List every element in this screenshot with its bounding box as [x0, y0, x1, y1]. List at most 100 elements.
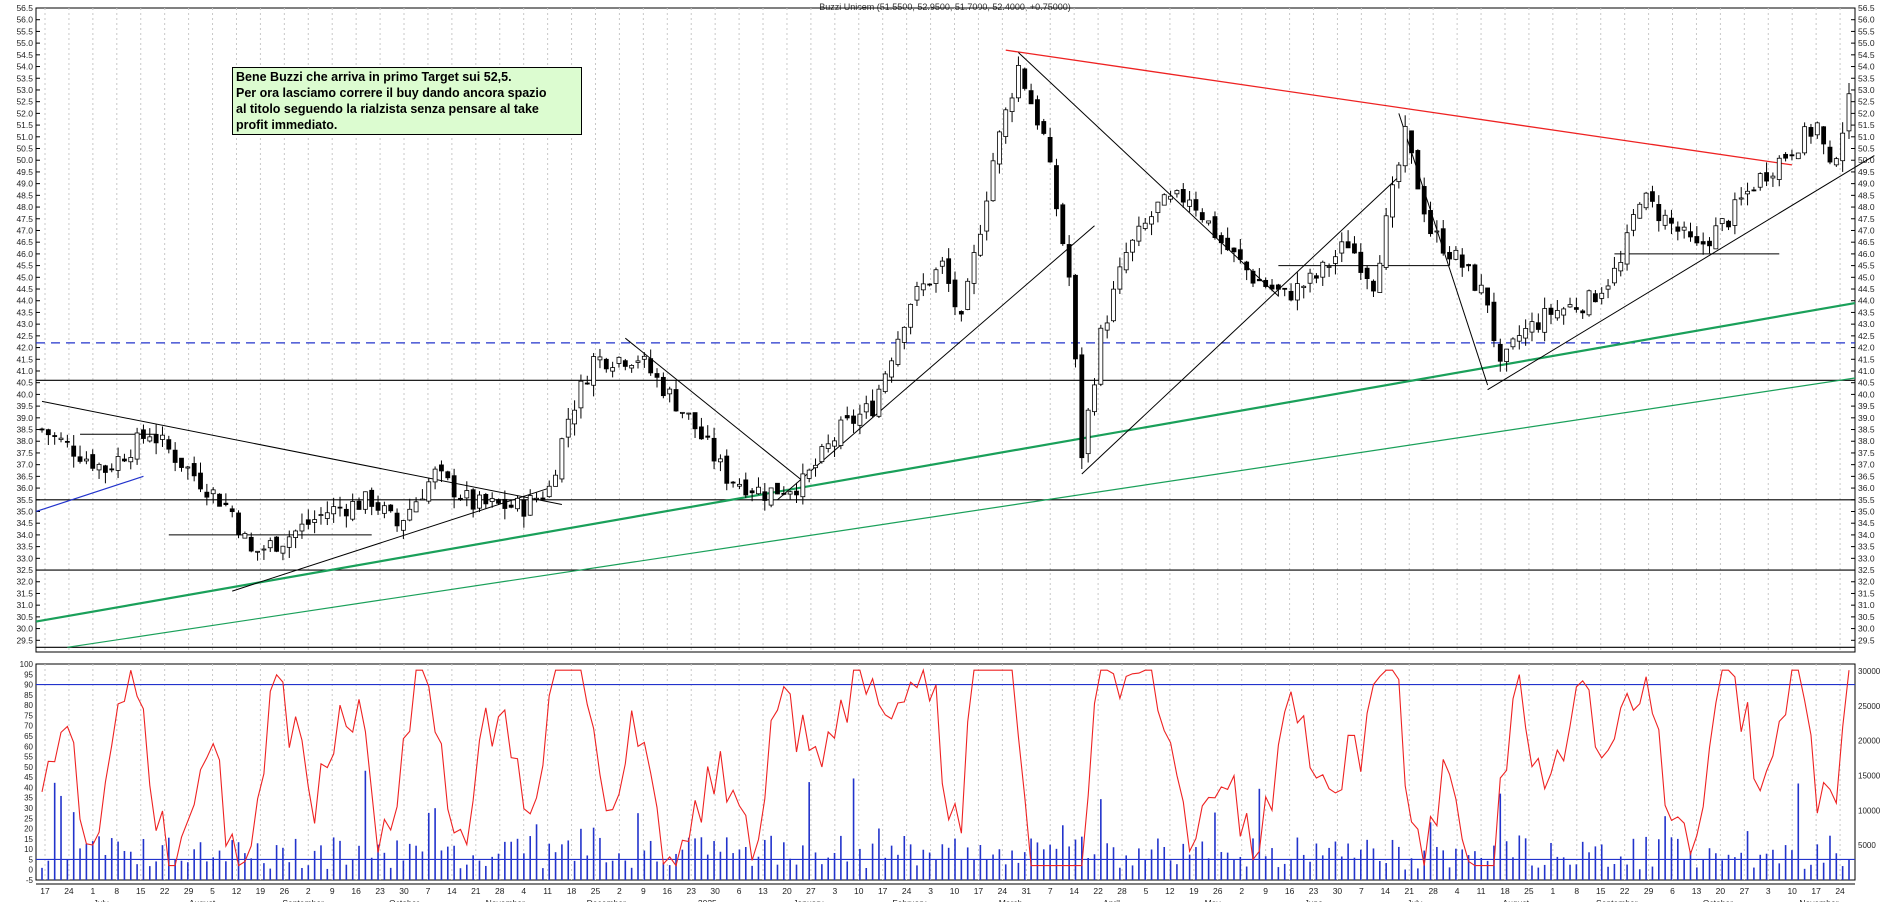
- candle-body: [578, 380, 584, 409]
- candle-body: [1434, 230, 1440, 233]
- candle-body: [1396, 164, 1402, 182]
- candle-body: [1326, 266, 1332, 268]
- y-tick-label-right: 48.5: [1858, 190, 1875, 200]
- candle-body: [794, 490, 799, 496]
- y-tick-label-left: 53.0: [16, 85, 33, 95]
- candle-body: [166, 439, 172, 450]
- candle-body: [1415, 150, 1421, 190]
- candle-body: [781, 492, 787, 495]
- candle-body: [1371, 280, 1376, 292]
- candle-body: [1580, 310, 1586, 314]
- x-month-label: November: [1799, 898, 1838, 902]
- candle-body: [1713, 225, 1719, 250]
- y-tick-label-right: 32.0: [1858, 577, 1875, 587]
- y-tick-label-left: 42.5: [16, 331, 33, 341]
- y-tick-label-right: 49.5: [1858, 167, 1875, 177]
- volume-tick-label: 30000: [1858, 667, 1881, 676]
- candle-body: [654, 373, 660, 378]
- candle-body: [324, 512, 330, 519]
- candle-body: [445, 471, 451, 479]
- y-tick-label-right: 42.5: [1858, 331, 1875, 341]
- y-tick-label-left: 33.0: [16, 553, 33, 563]
- candle-body: [39, 428, 45, 431]
- y-tick-label-left: 50.5: [16, 144, 33, 154]
- candle-body: [1548, 307, 1554, 315]
- candle-body: [629, 365, 635, 369]
- candle-body: [1814, 122, 1820, 136]
- y-tick-label-left: 43.5: [16, 307, 33, 317]
- y-tick-label-right: 36.5: [1858, 471, 1875, 481]
- candle-body: [1605, 285, 1611, 290]
- candle-body: [870, 400, 875, 417]
- x-day-label: 19: [256, 886, 266, 896]
- candle-body: [971, 252, 977, 284]
- blue-trendline: [35, 475, 144, 513]
- y-tick-label-left: 46.5: [16, 237, 33, 247]
- oscillator-tick-label: 50: [24, 763, 33, 772]
- oscillator-tick-label: 40: [24, 783, 33, 792]
- candle-body: [1440, 228, 1446, 254]
- candle-body: [1510, 338, 1516, 348]
- candle-body: [1244, 261, 1250, 271]
- x-month-label: July: [93, 898, 109, 902]
- y-tick-label-right: 42.0: [1858, 343, 1875, 353]
- candle-body: [103, 465, 108, 473]
- candle-body: [1288, 290, 1294, 301]
- candle-body: [1783, 153, 1788, 159]
- candle-body: [77, 456, 83, 462]
- x-day-label: 5: [1144, 886, 1149, 896]
- x-month-label: August: [189, 898, 216, 902]
- candle-body: [1035, 99, 1040, 126]
- candle-body: [1180, 189, 1186, 203]
- candle-body: [1561, 308, 1567, 316]
- candle-body: [591, 356, 597, 386]
- x-month-label: July: [1407, 898, 1423, 902]
- y-tick-label-left: 56.0: [16, 15, 33, 25]
- y-tick-label-right: 52.5: [1858, 97, 1875, 107]
- oscillator-tick-label: 30: [24, 804, 33, 813]
- candle-body: [1060, 204, 1066, 245]
- candle-body: [160, 434, 165, 440]
- y-tick-label-left: 38.0: [16, 436, 33, 446]
- candle-body: [496, 499, 501, 504]
- candle-body: [673, 389, 679, 412]
- y-tick-label-left: 34.0: [16, 530, 33, 540]
- x-day-label: 31: [1022, 886, 1032, 896]
- y-tick-label-right: 51.5: [1858, 120, 1875, 130]
- candle-body: [1573, 307, 1579, 310]
- y-tick-label-right: 34.5: [1858, 518, 1875, 528]
- candle-body: [293, 530, 299, 538]
- y-tick-label-right: 43.5: [1858, 307, 1875, 317]
- x-month-label: March: [999, 898, 1023, 902]
- candle-body: [768, 487, 774, 506]
- y-tick-label-left: 55.5: [16, 26, 33, 36]
- x-day-label: 7: [1048, 886, 1053, 896]
- candle-body: [990, 160, 996, 202]
- candle-body: [1104, 322, 1110, 331]
- y-tick-label-left: 46.0: [16, 249, 33, 259]
- candle-body: [426, 481, 432, 502]
- candle-body: [718, 458, 723, 463]
- candle-body: [641, 355, 647, 360]
- candle-body: [1314, 275, 1319, 279]
- candle-body: [1478, 284, 1484, 294]
- y-tick-label-right: 56.0: [1858, 15, 1875, 25]
- candle-body: [756, 486, 761, 495]
- candle-body: [343, 508, 349, 517]
- candle-body: [952, 279, 958, 308]
- candle-body: [1833, 158, 1839, 166]
- candle-body: [122, 458, 127, 462]
- candle-body: [1263, 279, 1269, 287]
- candle-body: [236, 512, 241, 536]
- y-tick-label-left: 40.0: [16, 389, 33, 399]
- candle-body: [1459, 254, 1465, 268]
- y-tick-label-left: 48.0: [16, 202, 33, 212]
- y-tick-label-right: 37.5: [1858, 448, 1875, 458]
- y-tick-label-right: 55.5: [1858, 26, 1875, 36]
- candle-body: [1618, 262, 1624, 272]
- green-support-trendline: [35, 301, 1856, 623]
- candle-body: [1079, 354, 1085, 459]
- candle-body: [1085, 409, 1091, 455]
- x-day-label: 5: [210, 886, 215, 896]
- candle-body: [622, 360, 628, 367]
